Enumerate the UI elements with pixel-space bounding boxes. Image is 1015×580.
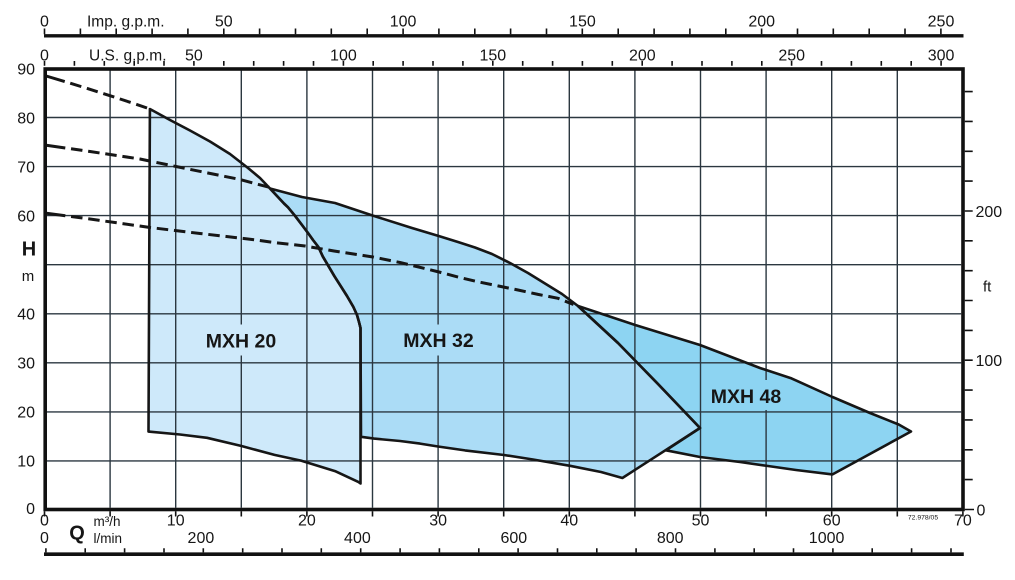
svg-text:l/min: l/min [94, 531, 123, 546]
svg-text:70: 70 [17, 159, 35, 176]
svg-text:50: 50 [215, 13, 233, 30]
svg-text:MXH 32: MXH 32 [403, 330, 474, 352]
svg-text:300: 300 [928, 47, 955, 64]
svg-text:200: 200 [748, 13, 775, 30]
svg-text:Q: Q [69, 523, 85, 545]
svg-text:m: m [22, 268, 35, 285]
svg-text:ft: ft [983, 279, 992, 296]
svg-text:100: 100 [390, 13, 417, 30]
svg-text:40: 40 [17, 307, 35, 324]
svg-text:m³/h: m³/h [94, 514, 121, 529]
svg-text:0: 0 [26, 501, 35, 518]
svg-text:MXH 20: MXH 20 [206, 330, 277, 352]
svg-text:80: 80 [17, 110, 35, 127]
svg-text:50: 50 [692, 512, 710, 529]
svg-text:40: 40 [560, 512, 578, 529]
svg-text:50: 50 [185, 47, 203, 64]
svg-text:600: 600 [500, 530, 527, 547]
svg-text:30: 30 [17, 356, 35, 373]
svg-text:10: 10 [167, 512, 185, 529]
svg-text:70: 70 [954, 512, 972, 529]
svg-text:30: 30 [429, 512, 447, 529]
svg-text:100: 100 [330, 47, 357, 64]
svg-text:10: 10 [17, 454, 35, 471]
svg-text:20: 20 [17, 405, 35, 422]
svg-text:200: 200 [188, 530, 215, 547]
svg-text:20: 20 [298, 512, 316, 529]
svg-text:250: 250 [778, 47, 805, 64]
svg-text:0: 0 [40, 512, 49, 529]
svg-text:0: 0 [977, 502, 986, 519]
svg-text:100: 100 [976, 353, 1003, 370]
svg-text:H: H [22, 239, 36, 261]
svg-text:72.978/05: 72.978/05 [908, 515, 938, 522]
svg-text:150: 150 [569, 13, 596, 30]
svg-text:400: 400 [344, 530, 371, 547]
svg-text:800: 800 [657, 530, 684, 547]
svg-text:MXH 48: MXH 48 [711, 386, 782, 408]
svg-text:U.S. g.p.m.: U.S. g.p.m. [89, 47, 167, 64]
svg-text:0: 0 [40, 13, 49, 30]
svg-text:60: 60 [823, 512, 841, 529]
svg-text:90: 90 [17, 61, 35, 78]
svg-text:200: 200 [976, 204, 1003, 221]
svg-text:0: 0 [40, 47, 49, 64]
svg-text:60: 60 [17, 208, 35, 225]
svg-text:0: 0 [40, 530, 49, 547]
svg-text:Imp. g.p.m.: Imp. g.p.m. [87, 13, 165, 30]
svg-text:250: 250 [928, 13, 955, 30]
svg-text:1000: 1000 [809, 530, 845, 547]
svg-text:200: 200 [629, 47, 656, 64]
svg-text:150: 150 [479, 47, 506, 64]
